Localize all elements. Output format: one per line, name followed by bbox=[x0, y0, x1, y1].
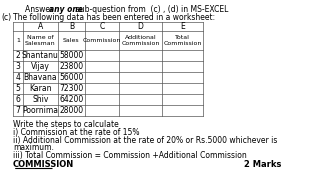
Text: 3: 3 bbox=[15, 62, 20, 71]
Text: 4: 4 bbox=[15, 73, 20, 82]
Text: Poornima: Poornima bbox=[22, 106, 58, 115]
Text: i) Commission at the rate of 15%: i) Commission at the rate of 15% bbox=[13, 128, 139, 137]
Text: 72300: 72300 bbox=[59, 84, 84, 93]
Text: 2: 2 bbox=[15, 51, 20, 60]
Text: sub-question from  (c) , (d) in MS-EXCEL: sub-question from (c) , (d) in MS-EXCEL bbox=[71, 5, 229, 14]
Text: Write the steps to calculate: Write the steps to calculate bbox=[13, 120, 118, 129]
Text: (c): (c) bbox=[2, 13, 12, 22]
Text: 23800: 23800 bbox=[59, 62, 84, 71]
Text: ii) Additional Commission at the rate of 20% or Rs.5000 whichever is: ii) Additional Commission at the rate of… bbox=[13, 136, 277, 145]
Text: Karan: Karan bbox=[29, 84, 52, 93]
Text: 7: 7 bbox=[15, 106, 20, 115]
Text: COMMISSION: COMMISSION bbox=[13, 160, 74, 169]
Text: Additional
Commission: Additional Commission bbox=[121, 35, 160, 46]
Text: 2 Marks: 2 Marks bbox=[244, 160, 282, 169]
Text: Bhavana: Bhavana bbox=[23, 73, 57, 82]
Text: Shiv: Shiv bbox=[32, 95, 48, 104]
Text: 64200: 64200 bbox=[59, 95, 84, 104]
Text: 56000: 56000 bbox=[59, 73, 84, 82]
Text: Answer: Answer bbox=[25, 5, 55, 14]
Text: B: B bbox=[69, 22, 74, 31]
Text: The following data has been entered in a worksheet:: The following data has been entered in a… bbox=[13, 13, 215, 22]
Text: Shantanu: Shantanu bbox=[22, 51, 59, 60]
Text: 28000: 28000 bbox=[59, 106, 84, 115]
Text: Commission: Commission bbox=[83, 38, 121, 43]
Text: 1: 1 bbox=[16, 38, 20, 43]
Text: Vijay: Vijay bbox=[31, 62, 50, 71]
Text: 6: 6 bbox=[15, 95, 20, 104]
Text: A: A bbox=[38, 22, 43, 31]
Text: Name of
Salesman: Name of Salesman bbox=[25, 35, 56, 46]
Text: 5: 5 bbox=[15, 84, 20, 93]
Text: D: D bbox=[138, 22, 143, 31]
Text: Total
Commission: Total Commission bbox=[163, 35, 202, 46]
Text: E: E bbox=[180, 22, 185, 31]
Text: 58000: 58000 bbox=[59, 51, 84, 60]
Text: maximum.: maximum. bbox=[13, 143, 54, 152]
Text: Sales: Sales bbox=[63, 38, 80, 43]
Text: iii) Total Commission = Commission +Additional Commission: iii) Total Commission = Commission +Addi… bbox=[13, 151, 246, 160]
Text: any one: any one bbox=[49, 5, 83, 14]
Text: C: C bbox=[100, 22, 105, 31]
